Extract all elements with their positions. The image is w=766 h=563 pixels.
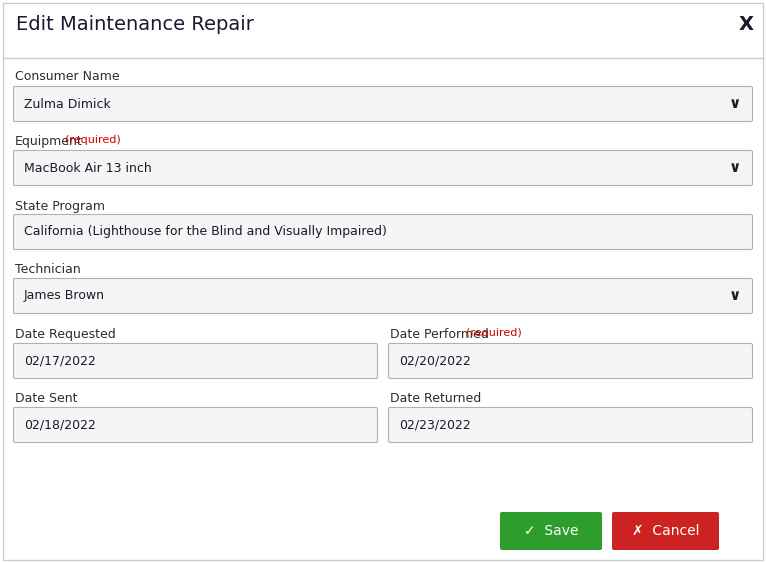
Text: Zulma Dimick: Zulma Dimick [24,97,111,110]
Text: Consumer Name: Consumer Name [15,70,119,83]
Text: Technician: Technician [15,263,80,276]
Text: ∨: ∨ [728,288,741,303]
Text: California (Lighthouse for the Blind and Visually Impaired): California (Lighthouse for the Blind and… [24,226,387,239]
FancyBboxPatch shape [14,343,378,378]
Text: 02/20/2022: 02/20/2022 [399,355,471,368]
Text: (required): (required) [466,328,522,338]
Text: Date Performed: Date Performed [390,328,489,341]
Text: 02/17/2022: 02/17/2022 [24,355,96,368]
FancyBboxPatch shape [388,343,752,378]
FancyBboxPatch shape [14,279,752,314]
FancyBboxPatch shape [3,3,763,560]
Text: X: X [738,15,754,34]
FancyBboxPatch shape [14,87,752,122]
Text: Date Sent: Date Sent [15,392,77,405]
Text: ✗  Cancel: ✗ Cancel [632,524,699,538]
Text: James Brown: James Brown [24,289,105,302]
FancyBboxPatch shape [14,215,752,249]
Text: Edit Maintenance Repair: Edit Maintenance Repair [16,15,254,34]
FancyBboxPatch shape [14,408,378,443]
Text: ∨: ∨ [728,96,741,111]
Text: MacBook Air 13 inch: MacBook Air 13 inch [24,162,152,175]
Text: Equipment: Equipment [15,135,83,148]
Text: ∨: ∨ [728,160,741,176]
Text: (required): (required) [65,135,120,145]
Text: Date Returned: Date Returned [390,392,481,405]
Text: State Program: State Program [15,200,105,213]
FancyBboxPatch shape [14,150,752,185]
Text: Date Requested: Date Requested [15,328,116,341]
FancyBboxPatch shape [388,408,752,443]
Text: 02/18/2022: 02/18/2022 [24,418,96,431]
FancyBboxPatch shape [612,512,719,550]
Text: ✓  Save: ✓ Save [524,524,578,538]
FancyBboxPatch shape [500,512,602,550]
Text: 02/23/2022: 02/23/2022 [399,418,471,431]
